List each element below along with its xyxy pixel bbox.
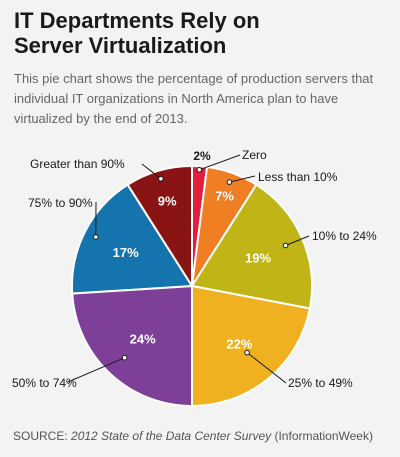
pct-label-zero: 2% — [193, 149, 211, 163]
category-label-10pct-to-24pct: 10% to 24% — [312, 229, 377, 243]
leader-line-10pct-to-24pct — [285, 235, 310, 246]
category-labels: Zero Less than 10% 10% to 24% 25% to 49% 50%… — [12, 148, 377, 390]
chart-subtitle: This pie chart shows the percentage of p… — [14, 71, 374, 126]
pie-slice-25pct-to-49pct — [191, 284, 312, 408]
source-note: SOURCE: 2012 State of the Data Center Su… — [13, 429, 373, 443]
category-label-75pct-to-90pct: 75% to 90% — [28, 196, 93, 210]
percent-labels: 2% 7% 19% 22% 24% 17% 9% — [113, 149, 272, 351]
category-label-50pct-to-74pct: 50% to 74% — [12, 376, 77, 390]
leader-dot-75pct-to-90pct — [93, 234, 99, 240]
pie-slice-50pct-to-74pct — [71, 284, 193, 408]
pct-label-50pct-to-74pct: 24% — [130, 332, 156, 347]
pie-slice-greater-than-90pct — [126, 164, 193, 290]
leader-line-less-than-10pct — [229, 175, 256, 183]
pie-slice-75pct-to-90pct — [71, 183, 194, 295]
leader-lines — [67, 154, 310, 384]
pct-label-less-than-10pct: 7% — [215, 189, 234, 204]
leader-dot-25pct-to-49pct — [244, 349, 250, 356]
leader-line-greater-than-90pct — [141, 163, 162, 180]
leader-dot-zero — [196, 167, 203, 173]
pct-label-greater-than-90pct: 9% — [158, 194, 177, 209]
pct-label-75pct-to-90pct: 17% — [113, 245, 139, 260]
leader-dot-greater-than-90pct — [158, 176, 164, 182]
category-label-less-than-10pct: Less than 10% — [258, 170, 338, 184]
leader-line-50pct-to-74pct — [67, 357, 125, 383]
category-label-25pct-to-49pct: 25% to 49% — [288, 376, 353, 390]
leader-line-zero — [199, 154, 241, 171]
leader-dot-50pct-to-74pct — [121, 354, 128, 361]
leader-line-25pct-to-49pct — [246, 352, 287, 384]
pie-slices — [71, 164, 313, 408]
chart-title: IT Departments Rely on Server Virtualiza… — [14, 8, 260, 58]
leader-dot-10pct-to-24pct — [282, 242, 289, 249]
pct-label-25pct-to-49pct: 22% — [226, 336, 252, 351]
leader-dot-less-than-10pct — [226, 179, 233, 185]
source-title: 2012 State of the Data Center Survey — [71, 429, 272, 443]
source-prefix: SOURCE: — [13, 429, 72, 443]
category-label-greater-than-90pct: Greater than 90% — [30, 157, 125, 171]
category-label-zero: Zero — [242, 148, 267, 162]
pct-label-10pct-to-24pct: 19% — [245, 250, 271, 265]
source-suffix: (InformationWeek) — [271, 429, 373, 443]
